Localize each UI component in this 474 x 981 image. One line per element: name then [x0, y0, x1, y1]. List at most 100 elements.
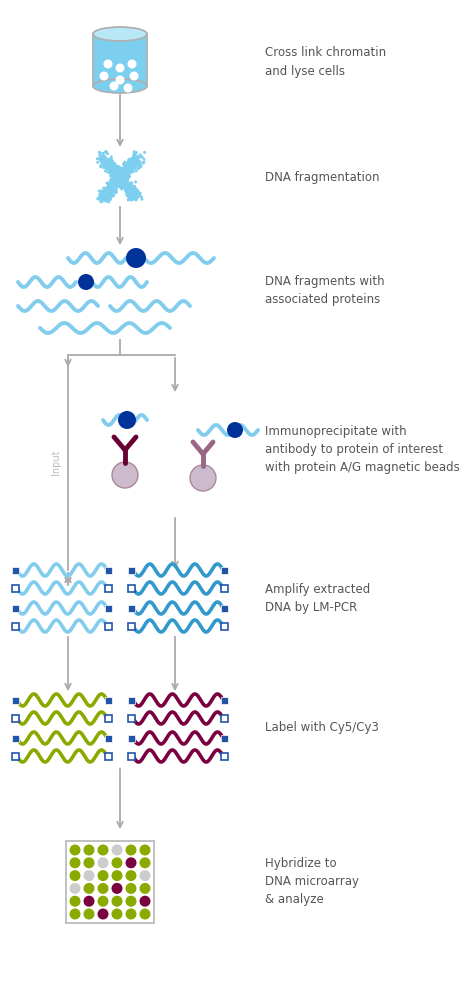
Circle shape	[139, 896, 151, 906]
Circle shape	[132, 197, 136, 200]
Circle shape	[130, 164, 134, 167]
Circle shape	[132, 159, 135, 162]
Circle shape	[100, 156, 103, 159]
Circle shape	[126, 164, 129, 167]
Circle shape	[111, 185, 115, 188]
Circle shape	[129, 194, 132, 197]
Circle shape	[109, 181, 112, 184]
Circle shape	[129, 190, 132, 193]
Circle shape	[143, 158, 146, 161]
Circle shape	[108, 159, 110, 162]
Circle shape	[131, 194, 135, 197]
Circle shape	[128, 186, 131, 189]
Circle shape	[125, 169, 128, 172]
Circle shape	[124, 170, 127, 173]
Circle shape	[132, 157, 135, 160]
Circle shape	[117, 182, 119, 185]
Circle shape	[119, 176, 122, 179]
Circle shape	[100, 190, 103, 193]
Circle shape	[118, 180, 121, 182]
Text: Label with Cy5/Cy3: Label with Cy5/Cy3	[265, 721, 379, 735]
Circle shape	[121, 184, 124, 187]
Circle shape	[121, 177, 125, 180]
Bar	[105, 752, 112, 759]
Circle shape	[103, 157, 106, 160]
Circle shape	[135, 160, 137, 163]
Circle shape	[128, 166, 131, 169]
Circle shape	[106, 171, 109, 174]
Circle shape	[128, 158, 131, 161]
Circle shape	[103, 162, 107, 165]
Circle shape	[130, 192, 133, 195]
Circle shape	[127, 159, 130, 162]
Circle shape	[102, 163, 106, 166]
Circle shape	[123, 183, 126, 186]
Circle shape	[122, 181, 125, 183]
Circle shape	[98, 845, 109, 855]
Circle shape	[115, 171, 118, 174]
Circle shape	[109, 159, 112, 162]
Circle shape	[139, 165, 143, 168]
Circle shape	[133, 161, 137, 164]
Circle shape	[120, 181, 123, 184]
Circle shape	[131, 190, 134, 193]
Circle shape	[138, 165, 141, 168]
Circle shape	[116, 76, 125, 84]
Circle shape	[124, 170, 127, 173]
Circle shape	[106, 161, 109, 164]
Circle shape	[106, 186, 109, 189]
Circle shape	[135, 187, 138, 190]
Bar	[105, 623, 112, 630]
Circle shape	[120, 177, 123, 180]
Circle shape	[118, 177, 121, 180]
Circle shape	[112, 168, 115, 171]
Circle shape	[120, 172, 123, 175]
Circle shape	[113, 170, 117, 173]
Circle shape	[131, 197, 134, 200]
Circle shape	[135, 198, 137, 201]
Circle shape	[123, 180, 126, 182]
Circle shape	[133, 167, 137, 170]
Circle shape	[112, 194, 115, 197]
Circle shape	[110, 190, 113, 194]
Circle shape	[117, 177, 119, 180]
Circle shape	[124, 174, 127, 177]
Circle shape	[121, 185, 124, 188]
Circle shape	[132, 156, 135, 159]
Circle shape	[134, 181, 137, 183]
Circle shape	[104, 159, 107, 162]
Circle shape	[126, 184, 129, 187]
Circle shape	[107, 163, 110, 166]
Circle shape	[110, 160, 113, 163]
Circle shape	[105, 186, 108, 189]
Circle shape	[133, 164, 136, 167]
Circle shape	[115, 178, 118, 181]
Circle shape	[118, 183, 121, 186]
Circle shape	[103, 190, 106, 193]
Circle shape	[125, 183, 128, 186]
Circle shape	[142, 162, 145, 165]
Circle shape	[117, 168, 120, 171]
Circle shape	[111, 183, 114, 186]
Circle shape	[131, 158, 134, 161]
Circle shape	[124, 176, 127, 179]
Circle shape	[128, 170, 131, 173]
Circle shape	[116, 170, 118, 173]
Circle shape	[109, 174, 112, 177]
Circle shape	[109, 189, 112, 192]
Circle shape	[127, 168, 130, 171]
Circle shape	[118, 174, 120, 177]
Text: Cross link chromatin
and lyse cells: Cross link chromatin and lyse cells	[265, 46, 386, 77]
Circle shape	[104, 195, 108, 198]
Circle shape	[104, 165, 107, 168]
Circle shape	[104, 162, 108, 165]
Circle shape	[118, 172, 122, 175]
Circle shape	[109, 168, 111, 171]
Circle shape	[115, 184, 118, 188]
Circle shape	[110, 187, 113, 190]
Circle shape	[133, 153, 137, 156]
Circle shape	[133, 162, 136, 165]
Circle shape	[106, 164, 109, 167]
Circle shape	[126, 166, 128, 169]
Circle shape	[126, 183, 129, 186]
